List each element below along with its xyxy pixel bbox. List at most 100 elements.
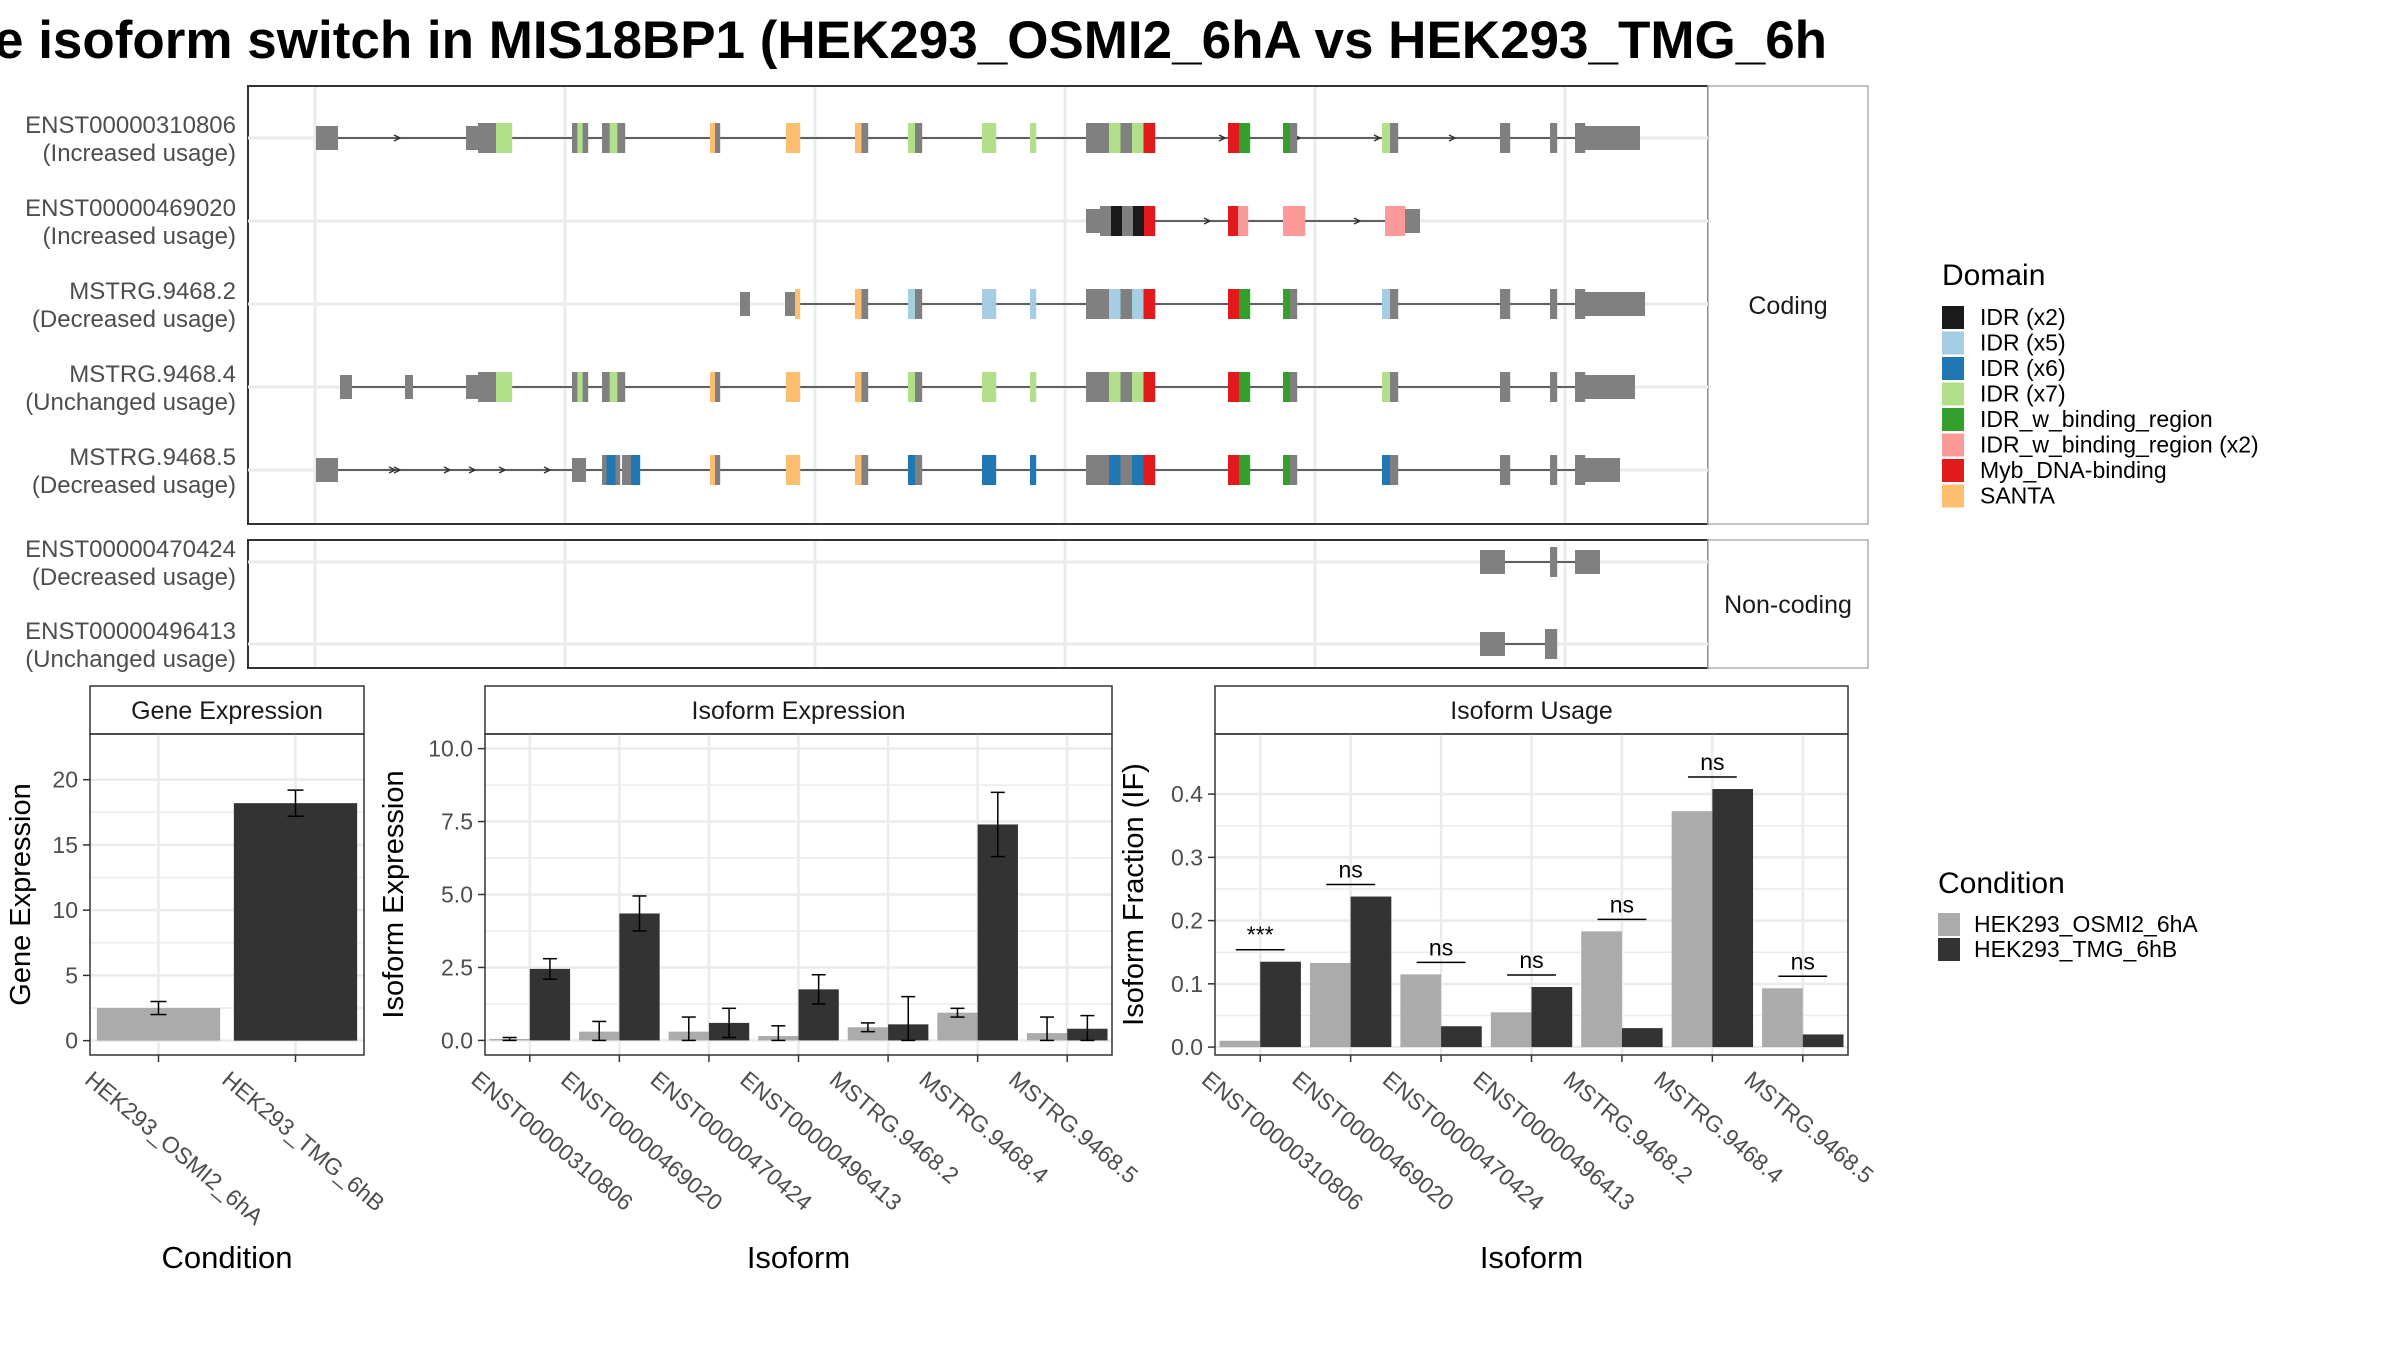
domain-legend-label: SANTA (1980, 483, 2056, 509)
gene-expression-panel: Gene Expression05101520HEK293_OSMI2_6hAH… (5, 685, 390, 1275)
domain-segment (1143, 372, 1156, 402)
domain-legend-swatch (1942, 459, 1964, 482)
domain-segment (1109, 372, 1121, 402)
transcript-usage-label: (Decreased usage) (32, 564, 236, 591)
strand-arrow (388, 466, 397, 474)
domain-segment (1086, 455, 1098, 485)
panel-title-strip (1214, 685, 1849, 735)
isoform-usage-bar (1621, 1028, 1663, 1048)
transcript-id-label: ENST00000310806 (25, 112, 236, 139)
domain-segment (1132, 289, 1144, 319)
strand-arrow (468, 466, 477, 474)
domain-segment (1290, 372, 1298, 402)
domain-segment (1550, 455, 1558, 485)
domain-segment (602, 372, 610, 402)
isoform-usage-panel: Isoform Usage 0.0 0.1 0.2 0.3 0.4 *** ENST00000… (1118, 685, 1879, 1275)
significance-label: ns (1610, 891, 1634, 917)
domain-legend-swatch (1942, 306, 1964, 329)
domain-segment (786, 372, 801, 402)
panel-title: Isoform Expression (692, 697, 906, 725)
domain-segment (609, 372, 618, 402)
domain-segment (1290, 123, 1298, 153)
panel-title: Isoform Usage (1450, 697, 1613, 725)
x-tick-label: ENST00000496413 (735, 1066, 907, 1216)
domain-segment (1283, 289, 1291, 319)
domain-segment (1294, 206, 1306, 236)
domain-legend-title: Domain (1942, 259, 2045, 292)
isoform-usage-bar (1260, 961, 1301, 1048)
significance-label: *** (1247, 922, 1274, 948)
facet-label: Coding (1748, 292, 1827, 320)
domain-segment (861, 372, 869, 402)
isoform-usage-bar (1762, 988, 1803, 1048)
y-tick-label: 0.0 (1171, 1034, 1203, 1060)
domain-segment (795, 289, 801, 319)
y-tick-label: 5 (65, 962, 78, 988)
domain-segment (908, 372, 916, 402)
domain-segment (915, 123, 923, 153)
domain-segment (908, 123, 916, 153)
transcript-model (340, 372, 1635, 402)
y-axis-label: Gene Expression (5, 783, 37, 1005)
domain-segment (861, 289, 869, 319)
transcript-id-label: ENST00000470424 (25, 536, 236, 563)
domain-segment (915, 289, 923, 319)
x-tick-label: ENST00000310806 (1197, 1066, 1369, 1216)
isoform-expression-bar (977, 824, 1018, 1041)
transcript-usage-label: (Unchanged usage) (25, 389, 236, 416)
domain-segment (855, 123, 862, 153)
domain-segment (1132, 123, 1144, 153)
domain-segment (606, 455, 612, 485)
domain-segment (1382, 289, 1391, 319)
domain-segment (861, 455, 869, 485)
domain-segment (1390, 372, 1399, 402)
domain-legend-swatch (1942, 331, 1964, 355)
domain-segment (1228, 123, 1240, 153)
domain-segment (496, 372, 513, 402)
domain-segment (582, 372, 589, 402)
domain-segment (1382, 372, 1391, 402)
domain-segment (1228, 289, 1240, 319)
domain-segment (1382, 123, 1391, 153)
x-axis-label: Isoform (747, 1240, 850, 1275)
domain-segment (915, 372, 923, 402)
exon (785, 292, 795, 316)
isoform-usage-bar (1490, 1012, 1532, 1048)
exon (1585, 458, 1620, 482)
domain-legend-label: IDR_w_binding_region (x2) (1980, 432, 2259, 458)
domain-segment (1100, 206, 1112, 236)
transcript-id-label: MSTRG.9468.4 (69, 361, 236, 388)
domain-segment (1109, 123, 1121, 153)
y-tick-label: 0.1 (1171, 971, 1203, 997)
x-tick-label: ENST00000469020 (556, 1066, 728, 1216)
x-tick-label: ENST00000470424 (646, 1066, 818, 1216)
isoform-usage-bar (1802, 1034, 1844, 1048)
domain-segment (577, 372, 583, 402)
domain-segment (1283, 206, 1295, 236)
x-axis-label: Condition (162, 1240, 293, 1275)
domain-segment (786, 123, 801, 153)
domain-segment (1228, 372, 1240, 402)
domain-segment (1239, 372, 1251, 402)
domain-segment (1030, 123, 1037, 153)
domain-segment (577, 123, 583, 153)
domain-segment (1030, 289, 1037, 319)
strand-arrow (543, 466, 552, 474)
figure-title: e isoform switch in MIS18BP1 (HEK293_OSM… (0, 11, 1827, 70)
domain-segment (602, 455, 607, 485)
y-tick-label: 10.0 (428, 736, 473, 762)
isoform-usage-bar (1581, 931, 1622, 1048)
x-tick-label: ENST00000496413 (1468, 1066, 1640, 1216)
transcript-usage-label: (Decreased usage) (32, 472, 236, 499)
domain-segment (1120, 372, 1133, 402)
domain-segment (1550, 372, 1558, 402)
panel-title-strip (484, 685, 1113, 735)
domain-segment (1030, 372, 1037, 402)
domain-segment (611, 455, 616, 485)
domain-segment (1109, 455, 1121, 485)
transcript-model (316, 123, 1640, 153)
exon (740, 292, 750, 316)
exon (316, 458, 338, 482)
condition-legend-label: HEK293_TMG_6hB (1974, 936, 2177, 962)
